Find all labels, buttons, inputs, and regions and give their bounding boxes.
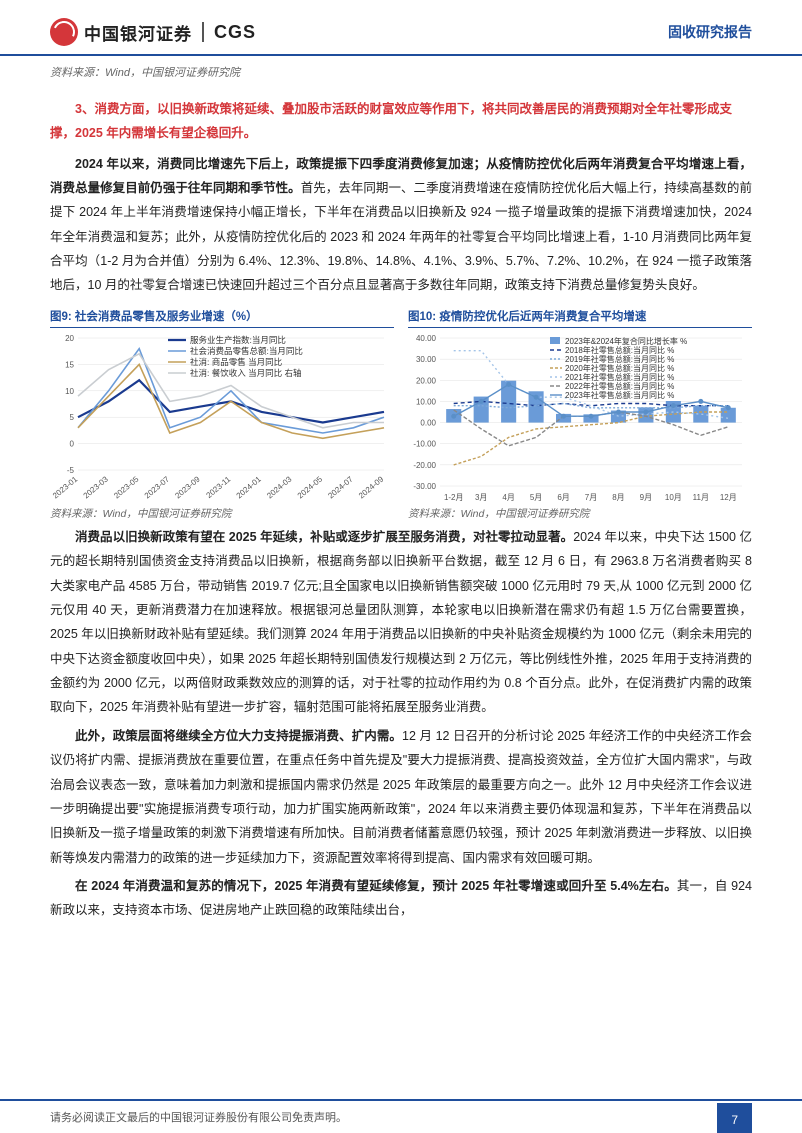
svg-text:4月: 4月 — [502, 493, 514, 502]
content-area: 资料来源：Wind，中国银河证券研究院 3、消费方面，以旧换新政策将延续、叠加股… — [0, 56, 802, 923]
svg-text:2023-09: 2023-09 — [173, 474, 202, 500]
logo-icon — [50, 18, 78, 46]
svg-text:社消: 餐饮收入 当月同比 右轴: 社消: 餐饮收入 当月同比 右轴 — [190, 368, 301, 378]
svg-text:2023-11: 2023-11 — [204, 474, 232, 500]
svg-text:7月: 7月 — [585, 493, 597, 502]
svg-text:2024-05: 2024-05 — [296, 474, 325, 500]
footer-disclaimer: 请务必阅读正文最后的中国银河证券股份有限公司免责声明。 — [50, 1109, 347, 1125]
p4-bold: 在 2024 年消费温和复苏的情况下，2025 年消费有望延续修复，预计 202… — [75, 879, 677, 893]
svg-text:-20.00: -20.00 — [413, 461, 436, 470]
page-number: 7 — [717, 1103, 752, 1133]
svg-text:0: 0 — [70, 439, 75, 448]
svg-text:40.00: 40.00 — [416, 334, 437, 343]
svg-text:2023-05: 2023-05 — [112, 474, 141, 500]
svg-text:0.00: 0.00 — [420, 418, 436, 427]
svg-text:-10.00: -10.00 — [413, 439, 436, 448]
svg-text:10月: 10月 — [665, 493, 682, 502]
p2-bold: 消费品以旧换新政策有望在 2025 年延续，补贴或逐步扩展至服务消费，对社零拉动… — [75, 530, 573, 544]
svg-text:2024-01: 2024-01 — [235, 474, 264, 500]
svg-text:20.00: 20.00 — [416, 376, 437, 385]
svg-text:2023-07: 2023-07 — [143, 474, 172, 500]
svg-text:20: 20 — [65, 334, 74, 343]
logo-text-en: CGS — [214, 22, 256, 43]
svg-text:3月: 3月 — [475, 493, 487, 502]
svg-text:2023-03: 2023-03 — [82, 474, 111, 500]
chart10-plot: -30.00 -20.00 -10.00 0.00 10.00 20.00 30.00 40.… — [408, 332, 752, 504]
svg-text:2022年社零售总额:当月同比 %: 2022年社零售总额:当月同比 % — [565, 381, 674, 391]
svg-text:15: 15 — [65, 360, 74, 369]
svg-text:5: 5 — [70, 413, 75, 422]
svg-text:2020年社零售总额:当月同比 %: 2020年社零售总额:当月同比 % — [565, 363, 674, 373]
source-top: 资料来源：Wind，中国银河证券研究院 — [50, 64, 752, 80]
p1-rest: 首先，去年同期一、二季度消费增速在疫情防控优化后大幅上行，持续高基数的前提下 2… — [50, 181, 752, 293]
section-3-heading: 3、消费方面，以旧换新政策将延续、叠加股市活跃的财富效应等作用下，将共同改善居民… — [50, 98, 752, 146]
svg-text:10: 10 — [65, 387, 74, 396]
chart9-source: 资料来源：Wind，中国银河证券研究院 — [50, 506, 394, 521]
p3-rest: 12 月 12 日召开的分析讨论 2025 年经济工作的中央经济工作会议仍将扩内… — [50, 729, 752, 865]
svg-text:30.00: 30.00 — [416, 355, 437, 364]
svg-text:2019年社零售总额:当月同比 %: 2019年社零售总额:当月同比 % — [565, 354, 674, 364]
chart9-title: 图9: 社会消费品零售及服务业增速（%） — [50, 308, 394, 328]
svg-text:社会消费品零售总额:当月同比: 社会消费品零售总额:当月同比 — [190, 346, 303, 356]
svg-text:2018年社零售总额:当月同比 %: 2018年社零售总额:当月同比 % — [565, 345, 674, 355]
paragraph-3: 此外，政策层面将继续全方位大力支持提振消费、扩内需。12 月 12 日召开的分析… — [50, 724, 752, 870]
svg-text:11月: 11月 — [693, 493, 709, 502]
svg-text:社消: 商品零售 当月同比: 社消: 商品零售 当月同比 — [190, 357, 282, 367]
svg-text:2024-09: 2024-09 — [357, 474, 386, 500]
svg-text:-5: -5 — [67, 466, 75, 475]
chart10-source: 资料来源：Wind，中国银河证券研究院 — [408, 506, 752, 521]
svg-text:8月: 8月 — [612, 493, 624, 502]
logo-separator — [202, 22, 204, 42]
paragraph-1: 2024 年以来，消费同比增速先下后上，政策提振下四季度消费修复加速；从疫情防控… — [50, 152, 752, 298]
svg-text:6月: 6月 — [557, 493, 569, 502]
logo-text-cn: 中国银河证券 — [84, 20, 192, 45]
svg-text:5月: 5月 — [530, 493, 542, 502]
svg-text:2024-07: 2024-07 — [326, 474, 355, 500]
p3-bold: 此外，政策层面将继续全方位大力支持提振消费、扩内需。 — [75, 729, 402, 743]
svg-text:9月: 9月 — [640, 493, 652, 502]
svg-text:2023-01: 2023-01 — [51, 474, 80, 500]
paragraph-4: 在 2024 年消费温和复苏的情况下，2025 年消费有望延续修复，预计 202… — [50, 874, 752, 923]
page-footer: 请务必阅读正文最后的中国银河证券股份有限公司免责声明。 — [0, 1099, 802, 1133]
chart10-column: 图10: 疫情防控优化后近两年消费复合平均增速 -30.00 -20.00 -10.… — [408, 308, 752, 521]
svg-text:2021年社零售总额:当月同比 %: 2021年社零售总额:当月同比 % — [565, 372, 674, 382]
svg-text:2023年&2024年复合同比增长率 %: 2023年&2024年复合同比增长率 % — [565, 336, 687, 346]
svg-text:1-2月: 1-2月 — [444, 493, 464, 502]
paragraph-2: 消费品以旧换新政策有望在 2025 年延续，补贴或逐步扩展至服务消费，对社零拉动… — [50, 525, 752, 720]
p2-rest: 2024 年以来，中央下达 1500 亿元的超长期特别国债资金支持消费品以旧换新… — [50, 530, 752, 715]
chart10-title: 图10: 疫情防控优化后近两年消费复合平均增速 — [408, 308, 752, 328]
chart-row: 图9: 社会消费品零售及服务业增速（%） -5051015202023-0120… — [50, 308, 752, 521]
svg-text:2023年社零售总额:当月同比 %: 2023年社零售总额:当月同比 % — [565, 390, 674, 400]
logo-group: 中国银河证券 CGS — [50, 18, 256, 46]
svg-text:-30.00: -30.00 — [413, 482, 436, 491]
svg-text:10.00: 10.00 — [416, 397, 437, 406]
page-header: 中国银河证券 CGS 固收研究报告 — [0, 0, 802, 56]
report-type-label: 固收研究报告 — [668, 22, 752, 42]
chart9-column: 图9: 社会消费品零售及服务业增速（%） -5051015202023-0120… — [50, 308, 394, 521]
svg-text:2024-03: 2024-03 — [265, 474, 294, 500]
svg-text:服务业生产指数:当月同比: 服务业生产指数:当月同比 — [190, 335, 286, 345]
svg-text:12月: 12月 — [720, 493, 737, 502]
chart9-plot: -5051015202023-012023-032023-052023-0720… — [50, 332, 394, 504]
